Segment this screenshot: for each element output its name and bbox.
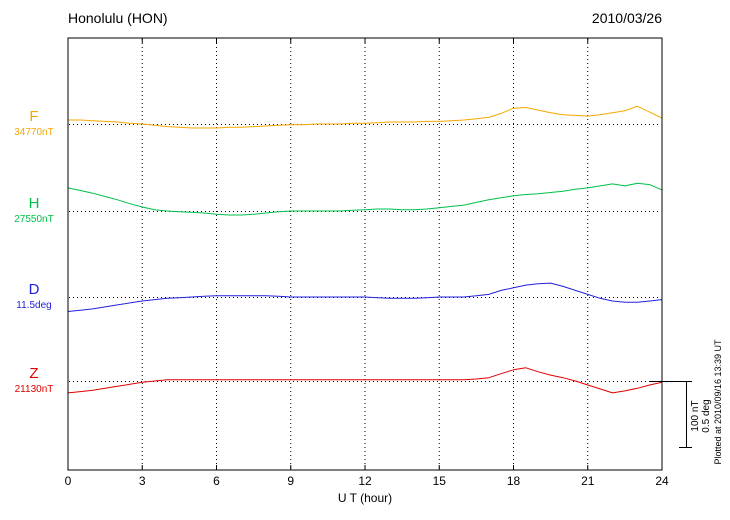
x-tick-label-9: 9	[287, 474, 295, 488]
scale-bar-labels: 100 nT 0.5 deg	[690, 381, 714, 451]
x-tick-label-18: 18	[506, 474, 521, 488]
plot-date: 2010/03/26	[591, 10, 662, 26]
x-tick-label-12: 12	[358, 474, 372, 488]
plotted-at-note: Plotted at 2010/09/16 13:39 UT	[713, 339, 723, 465]
channel-label-Z: Z 21130nT	[3, 366, 65, 395]
trace-H	[67, 182, 663, 216]
scale-bar	[650, 381, 692, 448]
channel-name-D: D	[28, 281, 40, 298]
x-tick-label-21: 21	[581, 474, 595, 488]
channel-baseline-F: 34770nT	[14, 127, 54, 138]
channel-label-F: F 34770nT	[3, 109, 65, 138]
x-axis-label: U T (hour)	[337, 491, 393, 505]
x-tick-label-6: 6	[213, 474, 220, 488]
trace-D	[67, 282, 663, 312]
x-axis-tick-labels: 0 3 6 9 12 15 18 21 24	[0, 474, 730, 488]
channel-baseline-H: 27550nT	[14, 214, 54, 225]
scale-label-nT: 100 nT	[690, 400, 701, 432]
x-tick-label-3: 3	[138, 474, 146, 488]
trace-Z	[67, 367, 663, 394]
magnetogram-traces	[67, 105, 663, 394]
x-tick-label-24: 24	[655, 474, 669, 488]
channel-name-F: F	[29, 108, 39, 125]
x-tick-label-0: 0	[64, 474, 72, 488]
station-title: Honolulu (HON)	[68, 10, 168, 26]
gridlines	[141, 39, 589, 469]
channel-name-Z: Z	[29, 365, 39, 382]
trace-F	[68, 105, 663, 129]
channel-baseline-D: 11.5deg	[16, 300, 52, 311]
channel-label-D: D 11.5deg	[3, 282, 65, 311]
x-tick-label-15: 15	[432, 474, 446, 488]
channel-name-H: H	[28, 195, 40, 212]
plot-frame	[67, 37, 663, 471]
axis-tick-marks	[67, 38, 663, 470]
channel-label-H: H 27550nT	[3, 196, 65, 225]
scale-label-deg: 0.5 deg	[701, 399, 712, 433]
channel-baseline-Z: 21130nT	[14, 384, 54, 395]
